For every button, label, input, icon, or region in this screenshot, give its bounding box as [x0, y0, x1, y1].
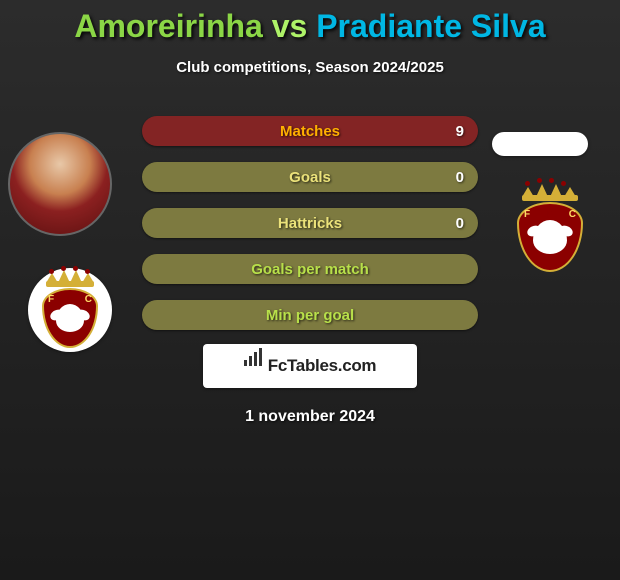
crown-icon	[46, 273, 94, 287]
stat-right-value: 0	[456, 169, 464, 186]
stat-row: Hattricks 0	[142, 208, 478, 238]
page-title: Amoreirinha vs Pradiante Silva	[0, 8, 620, 45]
stat-right-value: 9	[456, 123, 464, 140]
eagle-icon	[56, 304, 84, 332]
player1-club-crest: F C P	[28, 268, 112, 352]
stat-row: Goals per match	[142, 254, 478, 284]
stat-row: Goals 0	[142, 162, 478, 192]
stat-row: Min per goal	[142, 300, 478, 330]
player2-club-crest: F C P	[500, 186, 600, 270]
date-label: 1 november 2024	[0, 408, 620, 426]
stat-label: Goals per match	[251, 261, 369, 278]
player2-name: Pradiante Silva	[316, 8, 545, 44]
stat-label: Matches	[280, 123, 340, 140]
eagle-icon	[533, 220, 567, 254]
stat-label: Min per goal	[266, 307, 354, 324]
stat-row: Matches 9	[142, 116, 478, 146]
brand-text: FcTables.com	[268, 356, 377, 376]
crown-icon	[522, 185, 578, 201]
chart-icon	[244, 348, 262, 384]
shield-icon: F C P	[42, 288, 98, 348]
vs-label: vs	[272, 8, 308, 44]
player1-avatar	[8, 132, 112, 236]
shield-icon: F C P	[517, 202, 583, 272]
stat-label: Hattricks	[278, 215, 342, 232]
player2-avatar	[492, 132, 588, 156]
stat-label: Goals	[289, 169, 331, 186]
subtitle: Club competitions, Season 2024/2025	[0, 59, 620, 76]
player1-name: Amoreirinha	[74, 8, 262, 44]
stat-right-value: 0	[456, 215, 464, 232]
brand-box: FcTables.com	[203, 344, 417, 388]
